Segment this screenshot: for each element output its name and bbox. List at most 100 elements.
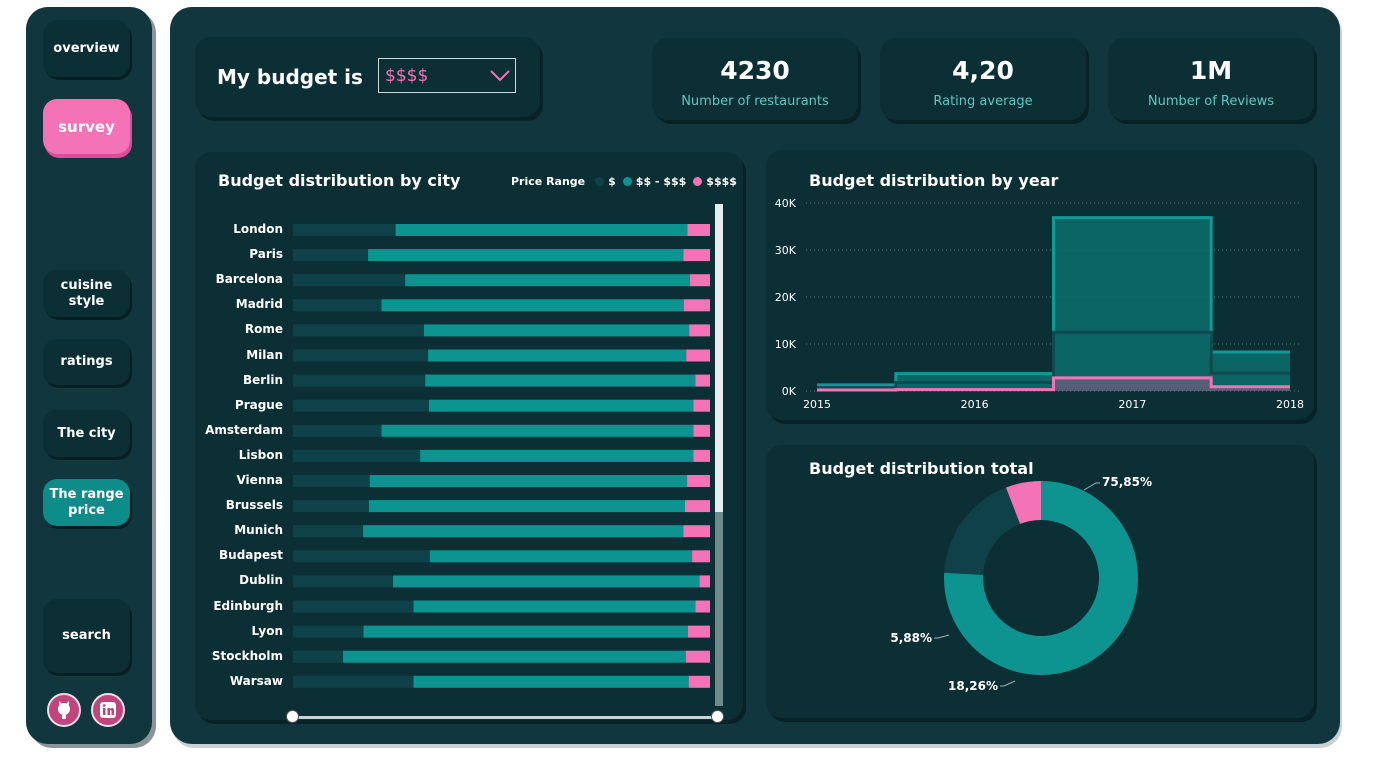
- bar-segment-1[interactable]: [429, 550, 693, 563]
- bar-segment-2[interactable]: [693, 449, 710, 462]
- bar-segment-1[interactable]: [368, 249, 684, 262]
- bar-segment-1[interactable]: [395, 224, 688, 236]
- legend-swatch-low: [595, 177, 605, 186]
- budget-selector-card: My budget is $$$$: [195, 37, 540, 117]
- bar-segment-0[interactable]: [293, 374, 426, 387]
- bar-segment-0[interactable]: [293, 449, 421, 462]
- donut-slice-1[interactable]: [944, 487, 1021, 575]
- bar-segment-0[interactable]: [293, 324, 424, 337]
- bar-segment-2[interactable]: [686, 349, 710, 362]
- bar-segment-1[interactable]: [420, 449, 694, 462]
- bar-segment-0[interactable]: [293, 625, 364, 638]
- linkedin-icon[interactable]: [91, 693, 125, 727]
- legend-swatch-high: [693, 177, 703, 186]
- city-label: Budapest: [219, 548, 283, 563]
- bar-segment-0[interactable]: [293, 525, 364, 538]
- bar-segment-1[interactable]: [363, 625, 688, 638]
- city-bar-chart: [293, 224, 710, 688]
- city-label: Milan: [246, 347, 283, 362]
- kpi-value: 4,20: [952, 56, 1014, 85]
- city-label: Lyon: [251, 623, 283, 638]
- city-label: Warsaw: [229, 673, 283, 688]
- nav-the-city-button[interactable]: The city: [43, 410, 130, 457]
- bar-segment-2[interactable]: [692, 550, 710, 563]
- area-series-line-2[interactable]: [817, 376, 1290, 392]
- legend-label-mid: $$ - $$$: [635, 175, 687, 188]
- bar-segment-1[interactable]: [425, 374, 696, 387]
- bar-segment-1[interactable]: [343, 650, 686, 663]
- nav-survey-button[interactable]: survey: [43, 99, 130, 154]
- city-label: Edinburgh: [213, 598, 283, 613]
- bar-segment-2[interactable]: [693, 424, 710, 437]
- scrollbar-track[interactable]: [715, 204, 723, 706]
- x-tick-label: 2018: [1276, 398, 1304, 411]
- bar-segment-2[interactable]: [688, 675, 710, 688]
- bar-segment-0[interactable]: [293, 475, 370, 487]
- bar-segment-2[interactable]: [687, 224, 710, 236]
- kpi-card-reviews: 1M Number of Reviews: [1108, 38, 1314, 120]
- city-label: Berlin: [243, 372, 283, 387]
- bar-segment-1[interactable]: [428, 349, 687, 362]
- scrollbar-thumb[interactable]: [715, 204, 723, 512]
- bar-segment-2[interactable]: [683, 249, 710, 262]
- bar-segment-2[interactable]: [684, 500, 710, 513]
- bar-segment-1[interactable]: [413, 600, 696, 613]
- bar-segment-1[interactable]: [363, 525, 684, 538]
- bar-segment-2[interactable]: [685, 650, 710, 663]
- bar-segment-2[interactable]: [689, 324, 710, 337]
- range-slider-handle-end[interactable]: [711, 710, 724, 723]
- bar-segment-1[interactable]: [369, 475, 688, 487]
- bar-segment-1[interactable]: [428, 399, 694, 412]
- kpi-label: Number of Reviews: [1147, 94, 1275, 109]
- legend-swatch-mid: [622, 177, 632, 186]
- bar-segment-0[interactable]: [293, 299, 382, 312]
- bar-segment-0[interactable]: [293, 224, 396, 236]
- bar-segment-2[interactable]: [699, 575, 710, 588]
- nav-cuisine-style-button[interactable]: cuisine style: [43, 270, 130, 317]
- bar-segment-0[interactable]: [293, 575, 394, 588]
- kpi-value: 1M: [1189, 56, 1233, 85]
- range-slider-handle-start[interactable]: [286, 710, 299, 723]
- bar-segment-2[interactable]: [695, 600, 710, 613]
- bar-segment-0[interactable]: [293, 550, 430, 563]
- bar-segment-1[interactable]: [413, 675, 689, 688]
- bar-segment-1[interactable]: [368, 500, 685, 513]
- bar-segment-0[interactable]: [293, 650, 344, 663]
- bar-segment-0[interactable]: [293, 274, 406, 287]
- bar-segment-2[interactable]: [683, 299, 710, 312]
- bar-segment-2[interactable]: [695, 374, 710, 387]
- nav-ratings-button[interactable]: ratings: [43, 339, 130, 385]
- donut-slice-0[interactable]: [944, 481, 1138, 675]
- bar-segment-1[interactable]: [393, 575, 700, 588]
- bar-segment-1[interactable]: [381, 424, 694, 437]
- bar-segment-0[interactable]: [293, 249, 369, 262]
- bar-segment-0[interactable]: [293, 349, 429, 362]
- city-label: Paris: [249, 247, 283, 262]
- bar-segment-1[interactable]: [405, 274, 690, 287]
- bar-segment-2[interactable]: [683, 525, 710, 538]
- bar-segment-0[interactable]: [293, 399, 429, 412]
- bar-segment-2[interactable]: [687, 475, 710, 487]
- chart-total-card: Budget distribution total 75,85% 18,26% 5,…: [766, 445, 1314, 718]
- bar-segment-0[interactable]: [293, 424, 382, 437]
- bar-segment-0[interactable]: [293, 675, 414, 688]
- area-series-line-0[interactable]: [817, 330, 1290, 390]
- donut-leader-line: [1083, 482, 1100, 491]
- bar-segment-0[interactable]: [293, 500, 369, 513]
- legend-label-high: $$$$: [706, 175, 737, 188]
- nav-range-price-button[interactable]: The range price: [43, 479, 130, 526]
- y-tick-label: 10K: [775, 338, 797, 351]
- bar-segment-1[interactable]: [423, 324, 690, 337]
- range-slider-track[interactable]: [293, 716, 717, 719]
- bar-segment-2[interactable]: [687, 625, 710, 638]
- nav-search-button[interactable]: search: [43, 599, 130, 673]
- nav-overview-button[interactable]: overview: [43, 20, 130, 77]
- budget-dropdown[interactable]: $$$$: [378, 58, 516, 93]
- donut-slice-2[interactable]: [1005, 481, 1041, 524]
- bar-segment-1[interactable]: [381, 299, 684, 312]
- bar-segment-2[interactable]: [693, 399, 710, 412]
- year-area-chart: 0K 10K 20K 30K 40K 2015 2016 2017 2018: [775, 197, 1304, 411]
- bar-segment-2[interactable]: [689, 274, 710, 287]
- github-icon[interactable]: [47, 693, 81, 727]
- bar-segment-0[interactable]: [293, 600, 414, 613]
